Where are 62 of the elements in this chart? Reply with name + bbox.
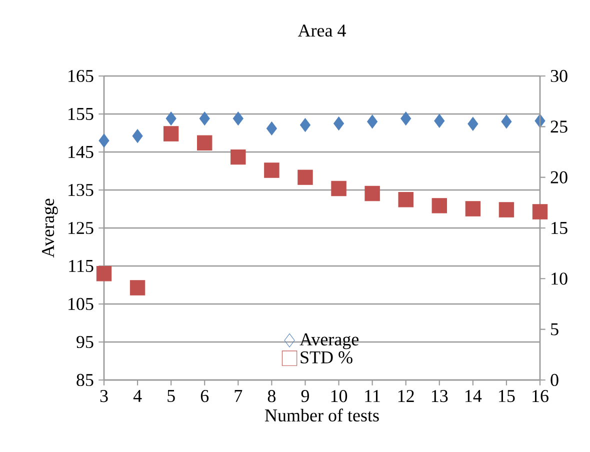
point — [266, 122, 277, 136]
point — [163, 126, 179, 142]
point — [232, 112, 244, 126]
x-tick-label: 12 — [398, 390, 414, 402]
point — [434, 114, 445, 128]
x-tick-label: 15 — [499, 390, 515, 402]
y-tick-label: 155 — [68, 108, 94, 120]
point — [501, 114, 512, 129]
legend-label: STD % — [300, 351, 352, 364]
point — [199, 112, 210, 126]
x-tick-label: 5 — [168, 390, 175, 402]
point — [367, 114, 378, 129]
y-tick-label: 125 — [68, 222, 94, 234]
y2-tick-label: 30 — [550, 70, 568, 82]
point — [298, 170, 313, 185]
point — [432, 198, 447, 214]
point — [400, 112, 412, 126]
y-tick-label: 165 — [68, 70, 94, 82]
point — [364, 186, 380, 202]
x-tick-label: 14 — [466, 390, 482, 402]
legend-label: Average — [300, 333, 359, 350]
x-tick-label: 4 — [133, 390, 142, 402]
point — [532, 204, 548, 220]
x-tick-label: 13 — [432, 390, 448, 402]
y2-tick-label: 25 — [550, 120, 568, 133]
x-axis-title: Number of tests — [265, 408, 379, 422]
point — [98, 134, 110, 148]
x-tick-label: 16 — [532, 390, 548, 402]
point — [166, 112, 176, 126]
chart-title: Area 4 — [298, 24, 346, 37]
y-axis-title: Average — [42, 198, 58, 258]
point — [398, 192, 414, 208]
x-tick-label: 3 — [100, 390, 108, 402]
y2-tick-label: 15 — [552, 222, 568, 234]
y-tick-label: 85 — [76, 374, 94, 386]
x-tick-label: 9 — [301, 390, 309, 402]
point — [96, 266, 112, 282]
point — [331, 180, 346, 196]
y-tick-label: 105 — [68, 298, 94, 310]
x-tick-label: 6 — [200, 390, 209, 402]
point — [230, 149, 246, 165]
y2-tick-label: 20 — [550, 171, 568, 184]
y-tick-label: 135 — [68, 184, 94, 196]
point — [197, 135, 212, 150]
x-tick-label: 10 — [331, 390, 348, 402]
y2-tick-label: 0 — [550, 374, 558, 386]
point — [334, 116, 344, 130]
point — [132, 129, 143, 143]
x-tick-label: 8 — [268, 390, 276, 402]
y2-tick-label: 10 — [552, 272, 568, 285]
point — [498, 202, 514, 218]
x-tick-label: 7 — [234, 390, 242, 402]
y-tick-label: 95 — [76, 336, 94, 348]
y-tick-label: 115 — [69, 260, 94, 272]
point — [465, 201, 481, 216]
point — [300, 118, 310, 132]
y-tick-label: 145 — [68, 146, 94, 158]
point — [468, 116, 478, 131]
point — [130, 280, 146, 296]
point — [264, 162, 280, 178]
x-tick-label: 11 — [365, 390, 380, 402]
y2-tick-label: 5 — [551, 323, 558, 336]
